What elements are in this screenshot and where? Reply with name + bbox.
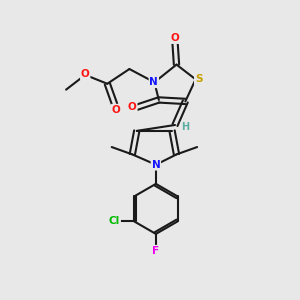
Text: N: N [152,160,160,170]
Text: H: H [181,122,189,132]
Text: F: F [152,246,160,256]
Text: S: S [195,74,202,84]
Text: N: N [149,77,158,87]
Text: O: O [112,105,121,115]
Text: O: O [171,33,179,43]
Text: O: O [128,102,137,112]
Text: O: O [81,69,90,79]
Text: Cl: Cl [109,216,120,226]
